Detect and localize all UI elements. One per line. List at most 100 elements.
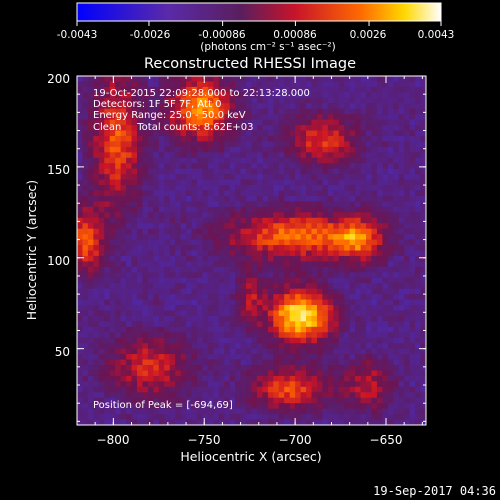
heatmap-cell [191, 190, 198, 197]
heatmap-cell [147, 419, 154, 425]
heatmap-cell [169, 321, 176, 328]
heatmap-cell [278, 157, 285, 164]
heatmap-cell [333, 337, 340, 344]
heatmap-cell [420, 195, 426, 202]
heatmap-cell [344, 343, 351, 350]
heatmap-cell [306, 359, 312, 366]
heatmap-cell [355, 81, 361, 88]
heatmap-cell [87, 261, 94, 268]
heatmap-cell [202, 299, 209, 306]
heatmap-cell [360, 266, 367, 273]
heatmap-cell [147, 179, 154, 186]
heatmap-cell [93, 354, 100, 360]
heatmap-cell [366, 255, 372, 262]
heatmap-cell [333, 261, 340, 268]
heatmap-cell [306, 332, 312, 339]
heatmap-cell [82, 108, 89, 115]
heatmap-cell [196, 386, 203, 393]
heatmap-cell [284, 228, 291, 235]
heatmap-cell [213, 359, 220, 366]
heatmap-cell [98, 174, 105, 181]
heatmap-cell [415, 217, 421, 224]
heatmap-cell [267, 125, 274, 131]
heatmap-cell [246, 255, 252, 262]
heatmap-cell [415, 370, 421, 377]
heatmap-cell [104, 119, 111, 126]
heatmap-cell [393, 146, 400, 153]
heatmap-cell [104, 163, 111, 170]
heatmap-cell [322, 223, 329, 230]
heatmap-cell [158, 217, 165, 224]
heatmap-cell [267, 299, 274, 306]
heatmap-cell [316, 239, 323, 246]
heatmap-cell [93, 294, 100, 300]
heatmap-cell [371, 321, 378, 328]
heatmap-cell [158, 152, 165, 159]
heatmap-cell [115, 283, 122, 290]
heatmap-cell [240, 174, 247, 181]
heatmap-cell [87, 81, 94, 88]
heatmap-cell [164, 250, 171, 257]
heatmap-cell [349, 419, 356, 425]
heatmap-cell [344, 146, 351, 153]
heatmap-cell [338, 332, 345, 339]
heatmap-cell [256, 277, 263, 284]
heatmap-cell [278, 370, 285, 377]
heatmap-cell [360, 146, 367, 153]
heatmap-cell [333, 114, 340, 121]
heatmap-cell [382, 305, 389, 311]
heatmap-cell [136, 217, 143, 224]
heatmap-cell [142, 365, 149, 371]
heatmap-cell [300, 332, 307, 339]
heatmap-cell [229, 125, 236, 131]
heatmap-cell [360, 97, 367, 104]
heatmap-cell [191, 108, 198, 115]
heatmap-cell [180, 168, 187, 175]
heatmap-cell [376, 375, 383, 382]
heatmap-cell [415, 255, 421, 262]
heatmap-cell [229, 76, 236, 82]
heatmap-cell [322, 397, 329, 404]
heatmap-cell [355, 103, 361, 110]
heatmap-cell [278, 294, 285, 300]
heatmap-cell [262, 163, 269, 170]
heatmap-cell [115, 261, 122, 268]
heatmap-cell [104, 326, 111, 333]
heatmap-cell [278, 348, 285, 355]
heatmap-cell [404, 294, 411, 300]
heatmap-cell [77, 86, 83, 93]
heatmap-cell [404, 332, 411, 339]
heatmap-cell [229, 294, 236, 300]
heatmap-cell [104, 97, 111, 104]
heatmap-cell [251, 250, 258, 257]
heatmap-cell [382, 332, 389, 339]
heatmap-cell [142, 239, 149, 246]
heatmap-cell [273, 130, 280, 137]
heatmap-cell [218, 354, 225, 360]
heatmap-cell [262, 125, 269, 131]
heatmap-cell [87, 92, 94, 99]
heatmap-cell [175, 103, 182, 110]
heatmap-cell [262, 201, 269, 208]
heatmap-cell [246, 337, 252, 344]
heatmap-cell [251, 375, 258, 382]
heatmap-cell [77, 119, 83, 126]
heatmap-cell [273, 81, 280, 88]
heatmap-cell [82, 381, 89, 388]
heatmap-cell [404, 168, 411, 175]
heatmap-cell [186, 206, 192, 213]
heatmap-cell [404, 386, 411, 393]
heatmap-cell [409, 299, 416, 306]
heatmap-cell [153, 239, 160, 246]
heatmap-cell [289, 348, 296, 355]
heatmap-cell [169, 305, 176, 311]
heatmap-cell [311, 108, 318, 115]
heatmap-cell [300, 348, 307, 355]
heatmap-cell [387, 375, 394, 382]
heatmap-cell [420, 288, 426, 295]
heatmap-cell [131, 223, 138, 230]
heatmap-cell [224, 419, 231, 425]
heatmap-cell [115, 206, 122, 213]
heatmap-cell [289, 174, 296, 181]
heatmap-cell [142, 359, 149, 366]
